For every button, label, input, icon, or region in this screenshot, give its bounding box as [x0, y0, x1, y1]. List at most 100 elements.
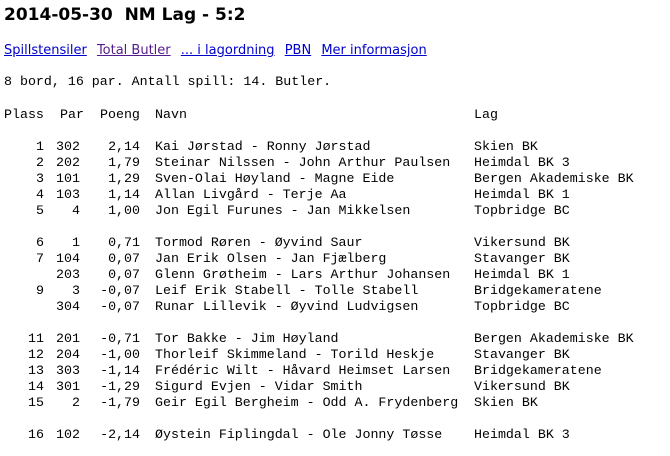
- table-row: 16 102 -2,14 Øystein Fiplingdal - Ole Jonny…: [0, 427, 670, 443]
- cell-navn: Geir Egil Bergheim - Odd A. Frydenberg: [155, 395, 459, 410]
- table-row: 9 3 -0,07 Leif Erik Stabell - Tolle Stabell…: [0, 283, 670, 299]
- table-header: Plass Par Poeng Navn Lag: [0, 107, 670, 123]
- cell-par: 103: [56, 187, 80, 202]
- cell-plass: 6: [36, 235, 44, 250]
- link-pbn[interactable]: PBN: [284, 43, 312, 58]
- cell-lag: Bridgekameratene: [474, 283, 602, 298]
- cell-poeng: 1,00: [108, 203, 140, 218]
- page-title: 2014-05-30 NM Lag - 5:2: [4, 5, 246, 25]
- table-row: 11 201 -0,71 Tor Bakke - Jim Høyland Bergen …: [0, 331, 670, 347]
- cell-par: 1: [72, 235, 80, 250]
- cell-poeng: 1,29: [108, 171, 140, 186]
- cell-navn: Tormod Røren - Øyvind Saur: [155, 235, 363, 250]
- table-row: 3 101 1,29 Sven-Olai Høyland - Magne Eide Be…: [0, 171, 670, 187]
- cell-par: 3: [72, 283, 80, 298]
- cell-navn: Allan Livgård - Terje Aa: [155, 187, 347, 202]
- cell-navn: Thorleif Skimmeland - Torild Heskje: [155, 347, 435, 362]
- cell-plass: 7: [36, 251, 44, 266]
- cell-par: 302: [56, 139, 80, 154]
- cell-plass: 5: [36, 203, 44, 218]
- table-row: 203 0,07 Glenn Grøtheim - Lars Arthur Joha…: [0, 267, 670, 283]
- table-row: 12 204 -1,00 Thorleif Skimmeland - Torild H…: [0, 347, 670, 363]
- cell-par: 101: [56, 171, 80, 186]
- table-row: 304 -0,07 Runar Lillevik - Øyvind Ludvigse…: [0, 299, 670, 315]
- cell-navn: Sven-Olai Høyland - Magne Eide: [155, 171, 395, 186]
- header-poeng: Poeng: [100, 107, 140, 122]
- cell-plass: 16: [28, 427, 44, 442]
- cell-plass: 12: [28, 347, 44, 362]
- cell-poeng: -1,29: [100, 379, 140, 394]
- cell-poeng: -0,07: [100, 299, 140, 314]
- cell-poeng: -1,00: [100, 347, 140, 362]
- cell-lag: Skien BK: [474, 139, 538, 154]
- cell-par: 4: [72, 203, 80, 218]
- cell-navn: Jon Egil Furunes - Jan Mikkelsen: [155, 203, 411, 218]
- cell-navn: Øystein Fiplingdal - Ole Jonny Tøsse: [155, 427, 443, 442]
- cell-plass: 3: [36, 171, 44, 186]
- link-lagordning[interactable]: ... i lagordning: [180, 43, 275, 58]
- cell-plass: 9: [36, 283, 44, 298]
- cell-poeng: 2,14: [108, 139, 140, 154]
- table-row: 2 202 1,79 Steinar Nilssen - John Arthur Pa…: [0, 155, 670, 171]
- cell-lag: Bridgekameratene: [474, 363, 602, 378]
- cell-lag: Heimdal BK 3: [474, 427, 570, 442]
- cell-plass: 13: [28, 363, 44, 378]
- table-row: 4 103 1,14 Allan Livgård - Terje Aa Heimdal …: [0, 187, 670, 203]
- cell-lag: Vikersund BK: [474, 379, 570, 394]
- header-lag: Lag: [474, 107, 498, 122]
- cell-navn: Tor Bakke - Jim Høyland: [155, 331, 339, 346]
- link-spillstensiler[interactable]: Spillstensiler: [4, 43, 87, 58]
- table-row: 14 301 -1,29 Sigurd Evjen - Vidar Smith Vike…: [0, 379, 670, 395]
- cell-navn: Glenn Grøtheim - Lars Arthur Johansen: [155, 267, 451, 282]
- link-total-butler[interactable]: Total Butler: [96, 43, 171, 58]
- cell-lag: Heimdal BK 1: [474, 187, 570, 202]
- cell-lag: Topbridge BC: [474, 203, 570, 218]
- cell-poeng: 0,71: [108, 235, 140, 250]
- cell-plass: 14: [28, 379, 44, 394]
- table-row: 13 303 -1,14 Frédéric Wilt - Håvard Heimset…: [0, 363, 670, 379]
- cell-navn: Jan Erik Olsen - Jan Fjælberg: [155, 251, 387, 266]
- cell-navn: Steinar Nilssen - John Arthur Paulsen: [155, 155, 451, 170]
- table-row: 5 4 1,00 Jon Egil Furunes - Jan Mikkelsen To…: [0, 203, 670, 219]
- cell-plass: 11: [28, 331, 44, 346]
- cell-lag: Topbridge BC: [474, 299, 570, 314]
- cell-poeng: 0,07: [108, 267, 140, 282]
- cell-poeng: 0,07: [108, 251, 140, 266]
- cell-poeng: 1,14: [108, 187, 140, 202]
- table-row: 7 104 0,07 Jan Erik Olsen - Jan Fjælberg Sta…: [0, 251, 670, 267]
- table-row: 1 302 2,14 Kai Jørstad - Ronny Jørstad Skien…: [0, 139, 670, 155]
- cell-poeng: -0,07: [100, 283, 140, 298]
- cell-navn: Runar Lillevik - Øyvind Ludvigsen: [155, 299, 419, 314]
- cell-plass: 1: [36, 139, 44, 154]
- cell-lag: Vikersund BK: [474, 235, 570, 250]
- cell-lag: Bergen Akademiske BK: [474, 331, 634, 346]
- cell-lag: Stavanger BK: [474, 347, 570, 362]
- cell-par: 303: [56, 363, 80, 378]
- cell-navn: Frédéric Wilt - Håvard Heimset Larsen: [155, 363, 451, 378]
- cell-poeng: -2,14: [100, 427, 140, 442]
- cell-par: 204: [56, 347, 80, 362]
- cell-par: 203: [56, 267, 80, 282]
- cell-poeng: -1,14: [100, 363, 140, 378]
- tournament-info: 8 bord, 16 par. Antall spill: 14. Butler…: [4, 74, 332, 89]
- cell-poeng: -1,79: [100, 395, 140, 410]
- cell-lag: Heimdal BK 1: [474, 267, 570, 282]
- table-row: 6 1 0,71 Tormod Røren - Øyvind Saur Vikersun…: [0, 235, 670, 251]
- link-mer-informasjon[interactable]: Mer informasjon: [321, 43, 427, 58]
- cell-lag: Stavanger BK: [474, 251, 570, 266]
- cell-par: 202: [56, 155, 80, 170]
- cell-par: 301: [56, 379, 80, 394]
- cell-par: 2: [72, 395, 80, 410]
- cell-poeng: 1,79: [108, 155, 140, 170]
- cell-navn: Sigurd Evjen - Vidar Smith: [155, 379, 363, 394]
- cell-par: 201: [56, 331, 80, 346]
- cell-navn: Kai Jørstad - Ronny Jørstad: [155, 139, 371, 154]
- table-row: 15 2 -1,79 Geir Egil Bergheim - Odd A. Fryd…: [0, 395, 670, 411]
- header-par: Par: [60, 107, 84, 122]
- cell-lag: Skien BK: [474, 395, 538, 410]
- nav-links: Spillstensiler Total Butler ... i lagord…: [4, 43, 433, 58]
- header-plass: Plass: [4, 107, 44, 122]
- cell-lag: Heimdal BK 3: [474, 155, 570, 170]
- cell-plass: 4: [36, 187, 44, 202]
- cell-poeng: -0,71: [100, 331, 140, 346]
